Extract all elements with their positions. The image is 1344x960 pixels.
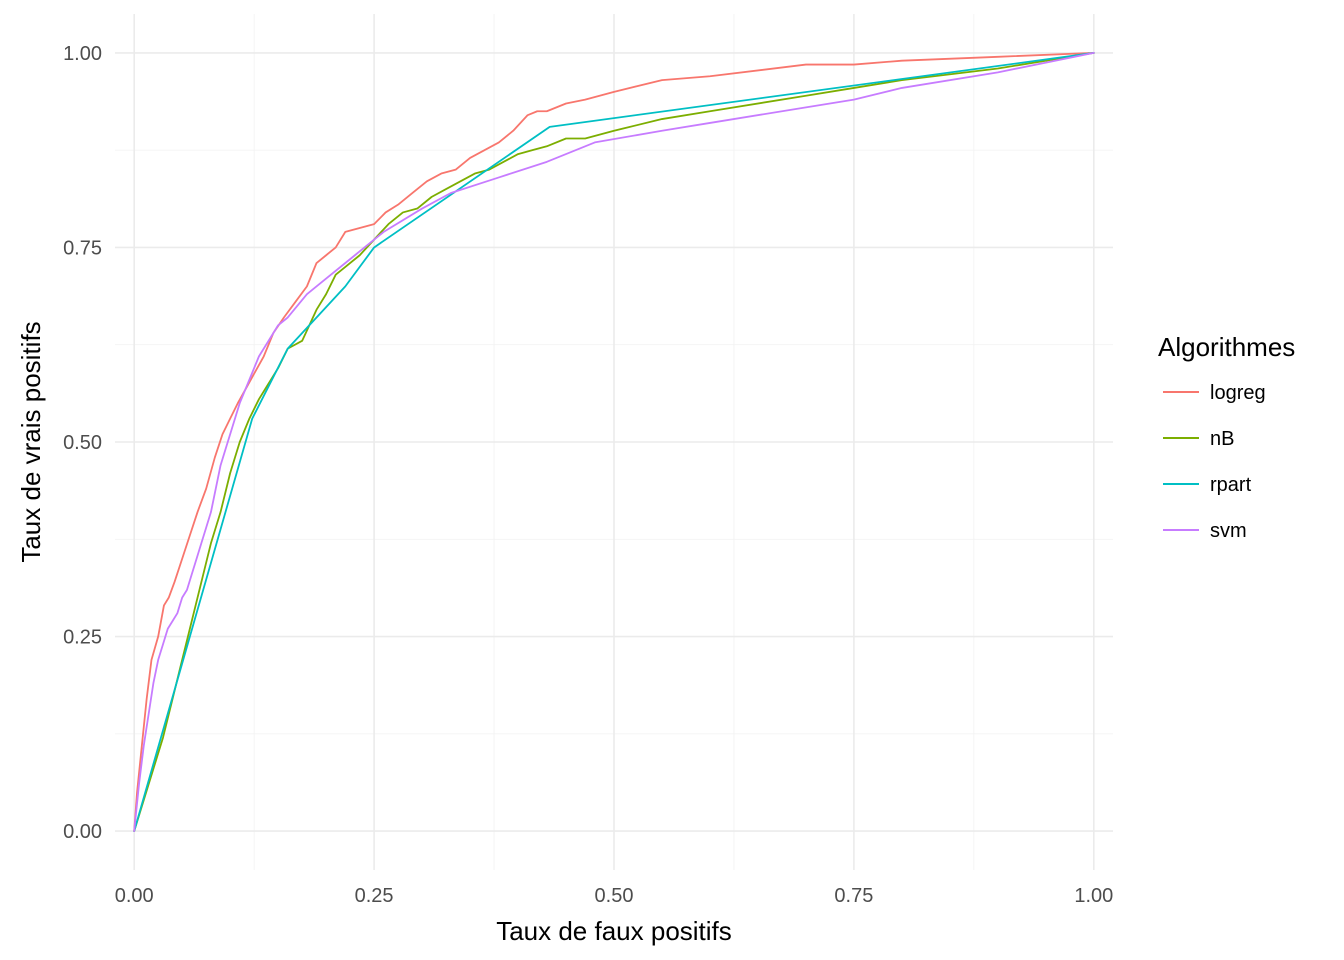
y-tick-label: 0.25 <box>63 627 102 649</box>
y-tick-label: 0.75 <box>63 237 102 259</box>
series-layer <box>133 52 1095 832</box>
legend-label-logreg: logreg <box>1210 382 1266 404</box>
series-line-svm <box>133 52 1095 832</box>
series-line-rpart <box>133 52 1095 832</box>
y-tick-label: 0.00 <box>63 821 102 843</box>
series-line-logreg <box>133 52 1095 832</box>
y-tick-labels: 0.00 0.25 0.50 0.75 1.00 <box>63 43 102 843</box>
legend-label-svm: svm <box>1210 520 1247 542</box>
x-axis-title: Taux de faux positifs <box>496 916 732 946</box>
legend: Algorithmes logreg nB rpart svm <box>1158 332 1295 542</box>
legend-label-rpart: rpart <box>1210 474 1252 496</box>
legend-title: Algorithmes <box>1158 332 1295 362</box>
x-tick-labels: 0.00 0.25 0.50 0.75 1.00 <box>115 885 1114 907</box>
legend-label-nB: nB <box>1210 428 1234 450</box>
legend-items: logreg nB rpart svm <box>1163 382 1266 542</box>
x-tick-label: 1.00 <box>1074 885 1113 907</box>
y-tick-label: 1.00 <box>63 43 102 65</box>
x-tick-label: 0.00 <box>115 885 154 907</box>
x-tick-label: 0.75 <box>834 885 873 907</box>
grid-major <box>115 14 1113 870</box>
y-axis-title: Taux de vrais positifs <box>16 321 46 562</box>
x-tick-label: 0.50 <box>595 885 634 907</box>
series-line-nB <box>133 52 1095 832</box>
y-tick-label: 0.50 <box>63 432 102 454</box>
x-tick-label: 0.25 <box>355 885 394 907</box>
